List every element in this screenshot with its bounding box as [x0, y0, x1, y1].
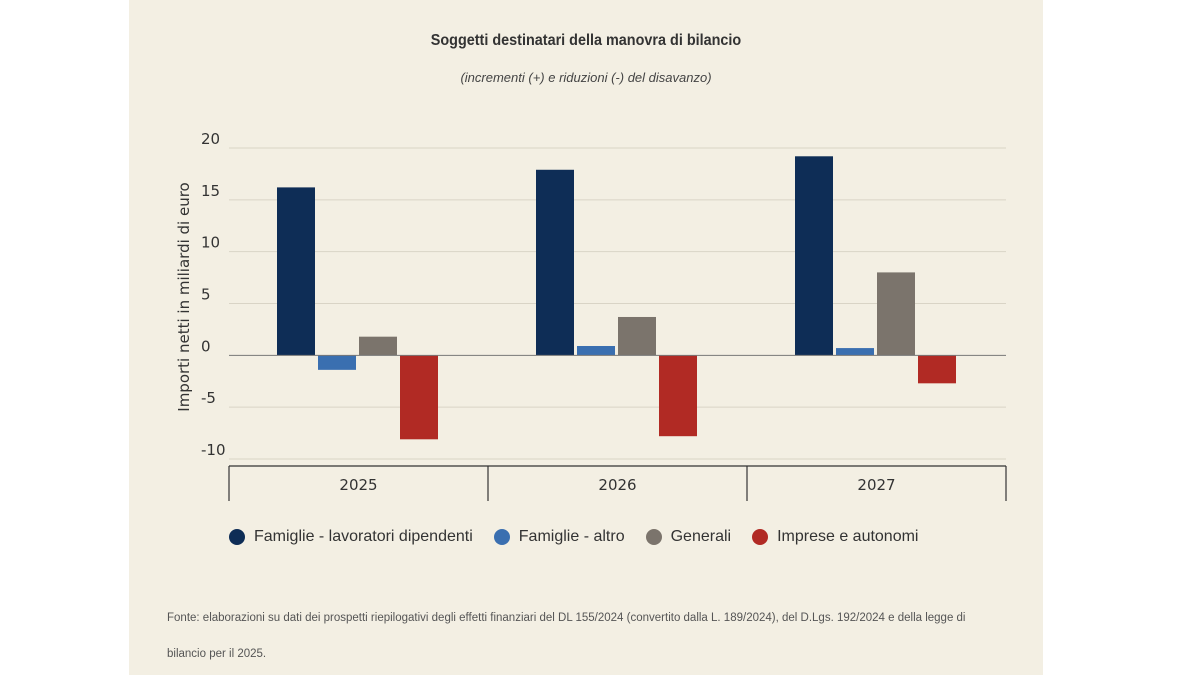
- x-tick-label: 2027: [857, 476, 895, 494]
- bar: [536, 169, 574, 356]
- y-axis-label: Importi netti in miliardi di euro: [175, 182, 193, 411]
- bar: [277, 187, 315, 356]
- bar: [577, 346, 615, 356]
- bar: [400, 355, 438, 440]
- y-tick-label: 20: [201, 130, 220, 148]
- axes: 20 15 10 5 0 -5 -10 2025 2026 2027: [201, 130, 1007, 501]
- bar: [618, 316, 656, 356]
- legend-item: Imprese e autonomi: [752, 528, 918, 546]
- y-tick-label: 5: [201, 286, 211, 304]
- y-tick-label: 15: [201, 182, 220, 200]
- x-tick-label: 2026: [598, 476, 636, 494]
- bar: [318, 355, 356, 370]
- y-tick-label: -10: [201, 441, 226, 459]
- bar: [918, 355, 956, 384]
- legend-swatch: [493, 529, 510, 545]
- bar: [795, 156, 833, 356]
- y-tick-label: 10: [201, 234, 220, 252]
- bar: [659, 355, 697, 437]
- legend-item: Famiglie - lavoratori dipendenti: [229, 528, 473, 546]
- y-tick-label: -5: [201, 389, 216, 407]
- legend: Famiglie - lavoratori dipendenti Famiglie…: [229, 526, 939, 548]
- legend-label: Imprese e autonomi: [777, 528, 919, 545]
- legend-swatch: [645, 529, 662, 545]
- legend-item: Famiglie - altro: [493, 528, 625, 546]
- legend-swatch: [229, 529, 245, 545]
- legend-swatch: [752, 529, 769, 545]
- source-note: Fonte: elaborazioni su dati dei prospett…: [167, 612, 966, 660]
- chart-panel: Soggetti destinatari della manovra di bi…: [129, 0, 1043, 675]
- x-tick-label: 2025: [339, 476, 377, 494]
- legend-label: Famiglie - altro: [518, 528, 625, 545]
- bar: [836, 348, 874, 356]
- bar: [359, 336, 397, 356]
- legend-label: Generali: [670, 528, 732, 545]
- y-tick-label: 0: [201, 337, 211, 355]
- bar-chart: 20 15 10 5 0 -5 -10 2025 2026 2027 Importi netti …: [175, 130, 1007, 501]
- legend-label: Famiglie - lavoratori dipendenti: [254, 528, 473, 545]
- chart-title: Soggetti destinatari della manovra di bi…: [430, 32, 742, 49]
- bar: [877, 272, 915, 356]
- bars: [277, 156, 956, 440]
- legend-item: Generali: [645, 528, 732, 546]
- grid-lines: [229, 147, 1006, 460]
- chart-subtitle: (incrementi (+) e riduzioni (-) del disa…: [460, 70, 712, 85]
